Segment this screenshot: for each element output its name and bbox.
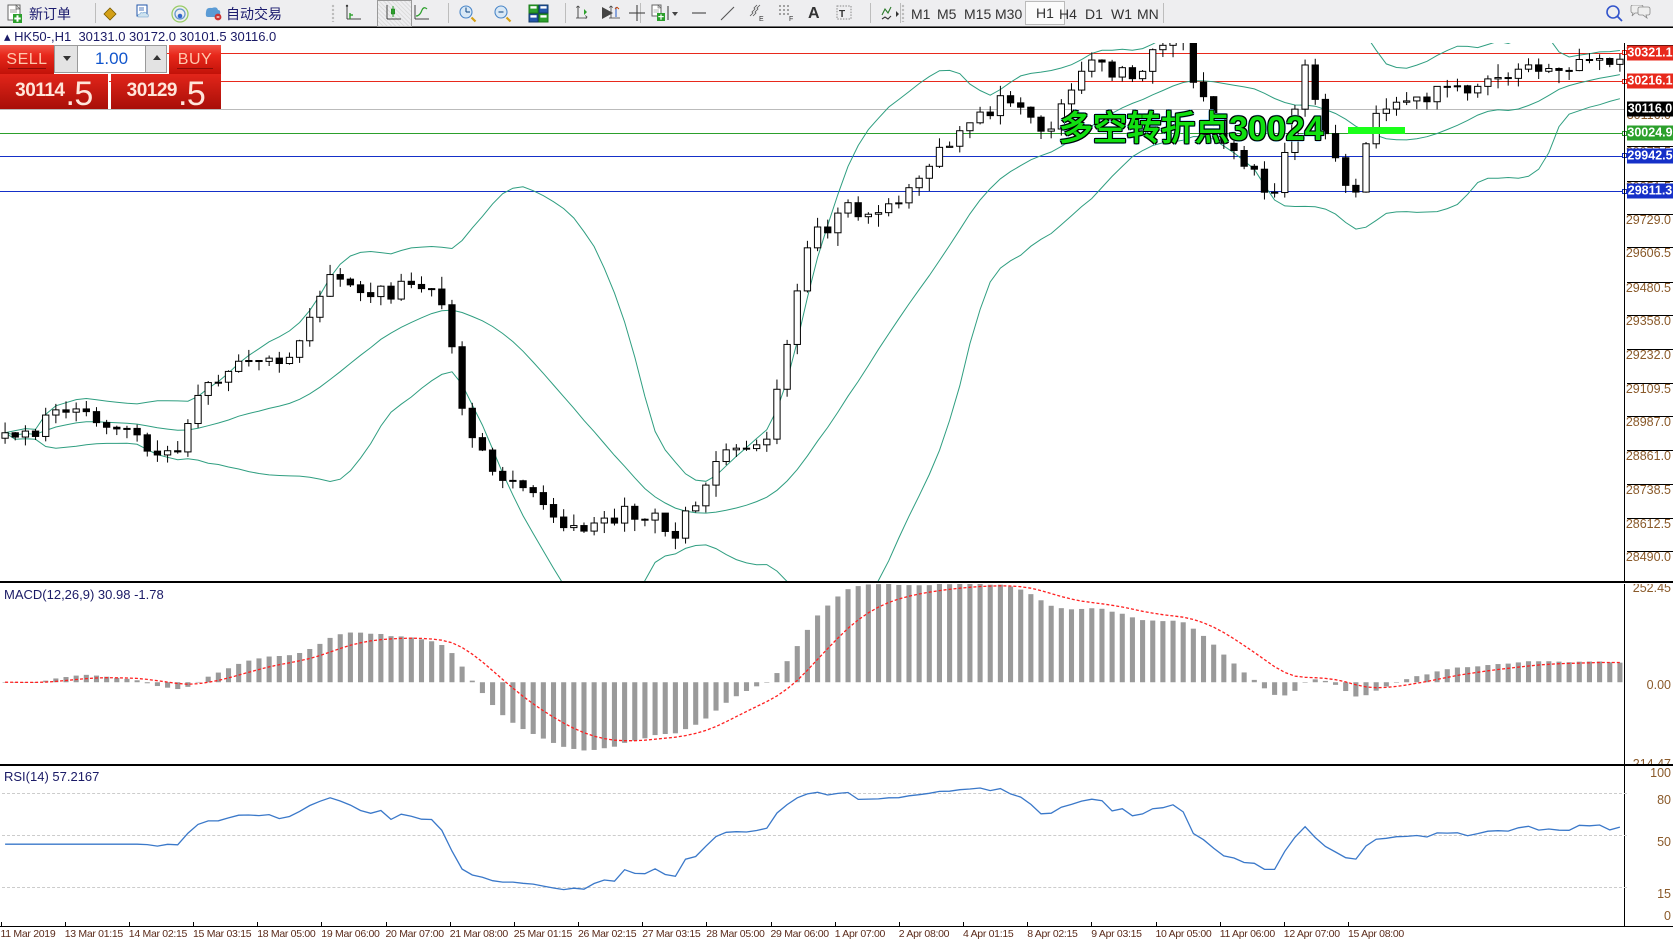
svg-text:F: F — [789, 16, 793, 23]
svg-text:E: E — [759, 16, 764, 23]
svg-text:T: T — [839, 9, 845, 20]
